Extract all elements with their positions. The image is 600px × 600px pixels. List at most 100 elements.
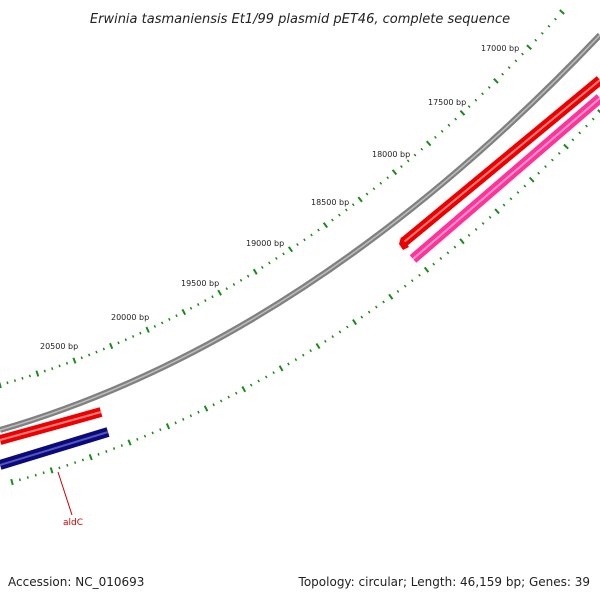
inner-ring-minor-tick (294, 358, 298, 362)
inner-ring-minor-tick (235, 391, 238, 395)
outer-ring-major-tick (109, 342, 114, 350)
inner-ring-minor-tick (287, 362, 290, 366)
inner-ring-minor-tick (174, 421, 177, 425)
outer-ring-major-tick (0, 381, 2, 389)
outer-ring-minor-tick (331, 218, 334, 222)
outer-ring-minor-tick (467, 105, 471, 109)
outer-ring-minor-tick (447, 123, 451, 127)
inner-ring-minor-tick (410, 279, 414, 283)
outer-ring-major-tick (252, 268, 258, 275)
outer-ring-minor-tick (507, 66, 511, 70)
inner-ring-minor-tick (227, 395, 230, 399)
inner-ring-minor-tick (136, 437, 139, 441)
outer-ring-major-tick (35, 370, 40, 377)
outer-ring-minor-tick (303, 238, 306, 242)
outer-ring-major-tick (526, 44, 532, 51)
outer-ring-minor-tick (131, 335, 135, 338)
inner-ring-minor-tick (396, 289, 400, 293)
outer-ring-minor-tick (102, 347, 105, 351)
tick-label-17500: 17500 bp (428, 98, 466, 107)
accession-text: Accession: NC_010693 (8, 575, 145, 589)
outer-ring-minor-tick (296, 243, 299, 247)
inner-ring-minor-tick (509, 197, 513, 201)
inner-ring-major-tick (165, 423, 171, 430)
inner-ring-minor-tick (331, 335, 335, 339)
inner-ring-minor-tick (264, 375, 268, 379)
outer-ring-minor-tick (487, 85, 491, 89)
outer-ring-minor-tick (379, 181, 383, 185)
inner-ring-minor-tick (182, 417, 185, 421)
inner-ring-minor-tick (143, 434, 147, 438)
outer-ring-major-tick (357, 196, 363, 203)
outer-ring-minor-tick (501, 72, 505, 76)
outer-ring-minor-tick (51, 367, 54, 371)
inner-ring-minor-tick (550, 158, 554, 162)
inner-ring-minor-tick (446, 251, 450, 255)
outer-ring-minor-tick (88, 353, 91, 357)
outer-tick-ring (0, 9, 565, 389)
inner-ring-minor-tick (544, 165, 547, 169)
inner-ring-minor-tick (516, 191, 520, 194)
inner-ring-minor-tick (151, 431, 154, 435)
inner-ring-minor-tick (18, 478, 22, 482)
outer-ring-minor-tick (481, 92, 484, 96)
outer-ring-minor-tick (21, 376, 24, 380)
outer-ring-minor-tick (196, 303, 200, 306)
gene-label-aldc: aldC (63, 518, 83, 528)
inner-ring-minor-tick (120, 444, 123, 447)
tick-label-17000: 17000 bp (481, 44, 519, 53)
outer-ring-minor-tick (553, 17, 557, 21)
outer-ring-minor-tick (282, 252, 285, 256)
inner-ring-minor-tick (578, 131, 582, 135)
gene-label-leader-line (57, 471, 73, 516)
inner-ring-minor-tick (189, 414, 193, 418)
inner-ring-minor-tick (481, 222, 485, 225)
inner-ring-minor-tick (249, 383, 253, 387)
inner-ring-major-tick (203, 405, 209, 412)
inner-ring-minor-tick (502, 203, 506, 207)
outer-ring-minor-tick (13, 379, 17, 383)
inner-ring-minor-tick (418, 273, 421, 277)
inner-ring-minor-tick (403, 284, 407, 288)
outer-ring-minor-tick (175, 314, 178, 318)
inner-ring-minor-tick (197, 410, 200, 414)
tick-label-20000: 20000 bp (111, 313, 149, 322)
inner-ring-minor-tick (338, 330, 342, 334)
inner-ring-minor-tick (360, 315, 364, 319)
outer-ring-minor-tick (514, 59, 518, 63)
inner-ring-minor-tick (97, 452, 100, 456)
outer-ring-minor-tick (386, 176, 390, 180)
inner-ring-minor-tick (219, 399, 223, 403)
outer-ring-minor-tick (413, 153, 417, 157)
inner-ring-major-tick (352, 319, 358, 326)
outer-ring-major-tick (145, 326, 150, 333)
outer-ring-minor-tick (434, 135, 437, 139)
outer-ring-minor-tick (58, 364, 61, 368)
topology-summary: Topology: circular; Length: 46,159 bp; G… (298, 575, 590, 589)
outer-ring-minor-tick (139, 331, 142, 335)
outer-ring-minor-tick (160, 321, 164, 325)
outer-ring-minor-tick (232, 283, 236, 286)
outer-ring-major-tick (217, 289, 222, 296)
inner-ring-minor-tick (382, 300, 385, 304)
gene-forward-arrowhead (399, 237, 409, 250)
outer-ring-major-tick (181, 308, 187, 316)
gene-forward-arc-lower-highlight (0, 411, 102, 441)
outer-ring-minor-tick (406, 159, 410, 163)
tick-label-19000: 19000 bp (246, 239, 284, 248)
inner-ring-minor-tick (42, 471, 45, 475)
inner-ring-major-tick (388, 293, 394, 300)
outer-ring-minor-tick (400, 165, 403, 168)
inner-ring-minor-tick (81, 458, 85, 462)
outer-ring-minor-tick (204, 299, 207, 303)
tick-label-19500: 19500 bp (181, 279, 219, 288)
outer-ring-minor-tick (547, 24, 551, 28)
outer-ring-minor-tick (351, 203, 355, 207)
outer-ring-minor-tick (225, 287, 229, 291)
inner-ring-minor-tick (571, 138, 575, 142)
tick-label-18500: 18500 bp (311, 198, 349, 207)
inner-ring-major-tick (597, 109, 600, 114)
inner-ring-minor-tick (591, 117, 595, 121)
